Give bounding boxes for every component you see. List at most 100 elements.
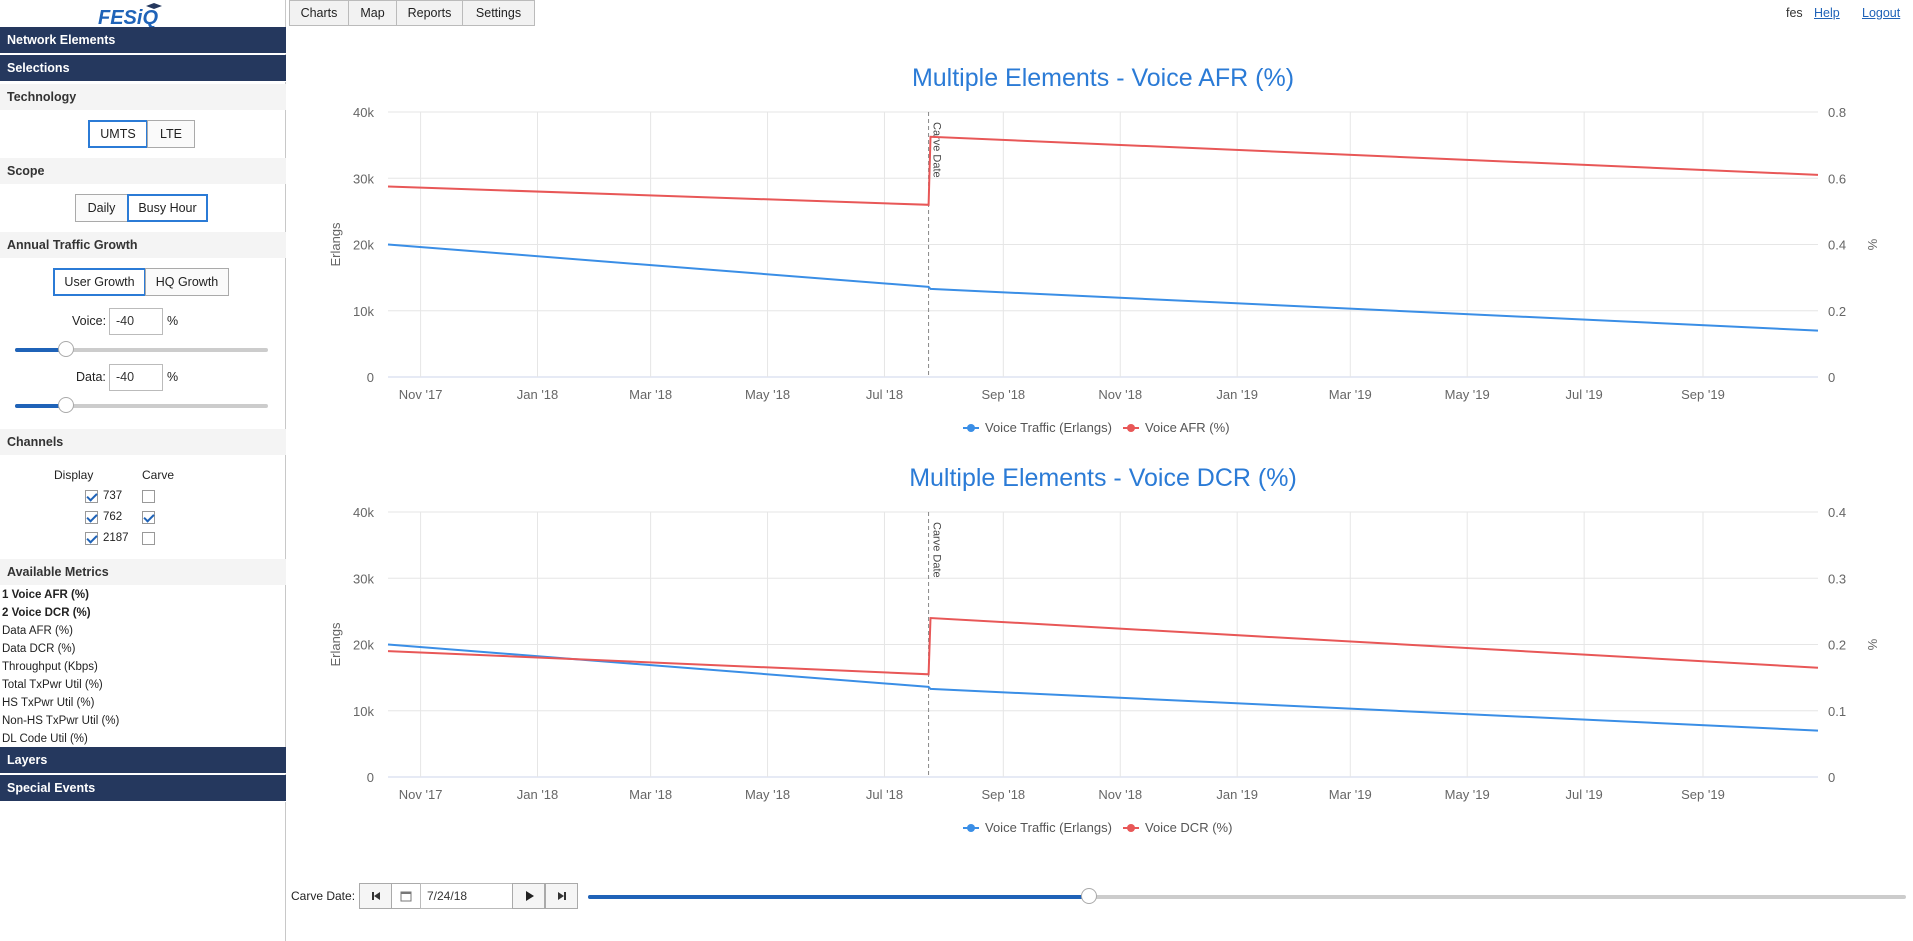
play-button[interactable] <box>512 883 545 909</box>
username: fes <box>1786 6 1803 20</box>
x-tick-label: Jul '19 <box>1566 387 1603 402</box>
voice-growth-slider-fill <box>15 348 66 352</box>
metric-item[interactable]: HS TxPwr Util (%) <box>2 697 95 709</box>
selections-panel[interactable]: Selections <box>0 55 286 82</box>
y-left-tick-label: 0 <box>367 770 374 785</box>
busy-hour-button[interactable]: Busy Hour <box>127 194 208 222</box>
fesiq-logo: FESiQ <box>98 3 162 28</box>
metric-item[interactable]: Data DCR (%) <box>2 643 76 655</box>
metric-item[interactable]: Total TxPwr Util (%) <box>2 679 103 691</box>
x-tick-label: Mar '18 <box>629 387 672 402</box>
x-tick-label: May '19 <box>1445 387 1490 402</box>
metric-item[interactable]: Data AFR (%) <box>2 625 73 637</box>
y-left-tick-label: 20k <box>353 638 374 653</box>
voice-growth-input[interactable]: -40 <box>109 308 163 335</box>
x-tick-label: Jan '18 <box>517 387 559 402</box>
metric-item[interactable]: 1 Voice AFR (%) <box>2 589 89 601</box>
layers-panel[interactable]: Layers <box>0 747 286 774</box>
x-tick-label: Nov '18 <box>1098 387 1142 402</box>
voice-growth-label: Voice: <box>72 314 107 328</box>
network-elements-panel[interactable]: Network Elements <box>0 27 286 54</box>
lte-button[interactable]: LTE <box>147 120 195 148</box>
metric-item[interactable]: Throughput (Kbps) <box>2 661 98 673</box>
hq-growth-button[interactable]: HQ Growth <box>145 268 229 296</box>
user-growth-button[interactable]: User Growth <box>53 268 146 296</box>
carve-date-input[interactable]: 7/24/18 <box>420 883 513 909</box>
x-tick-label: Sep '18 <box>981 787 1025 802</box>
data-growth-slider-handle[interactable] <box>57 397 74 413</box>
x-tick-label: Jul '19 <box>1566 787 1603 802</box>
channels-carve-header: Carve <box>142 468 175 482</box>
y-right-axis-label: % <box>1865 239 1880 251</box>
channels-display-header: Display <box>54 468 94 482</box>
help-link[interactable]: Help <box>1814 6 1840 20</box>
carve-date-annotation: Carve Date <box>931 522 943 578</box>
voice-dcr-chart: Multiple Elements - Voice DCR (%) 0 10k 20k… <box>328 464 1880 835</box>
carve-date-slider[interactable] <box>588 888 1906 904</box>
y-left-tick-label: 0 <box>367 370 374 385</box>
metric-item[interactable]: 2 Voice DCR (%) <box>2 607 91 619</box>
legend-marker <box>967 824 975 832</box>
x-tick-label: Nov '17 <box>399 387 443 402</box>
x-tick-label: Mar '19 <box>1329 387 1372 402</box>
channel-737-carve-checkbox[interactable] <box>142 490 155 503</box>
legend-item: Voice Traffic (Erlangs) <box>985 820 1112 835</box>
channel-737-display-checkbox[interactable] <box>85 490 98 503</box>
channel-762-carve-checkbox[interactable] <box>142 511 155 524</box>
x-tick-label: Jan '19 <box>1216 787 1258 802</box>
voice-growth-slider-handle[interactable] <box>57 341 74 357</box>
first-date-button[interactable] <box>359 883 392 909</box>
daily-button[interactable]: Daily <box>75 194 128 222</box>
y-left-tick-label: 20k <box>353 238 374 253</box>
x-tick-label: May '19 <box>1445 787 1490 802</box>
data-growth-slider[interactable] <box>15 397 268 413</box>
skip-forward-icon <box>557 892 566 900</box>
y-left-tick-label: 30k <box>353 171 374 186</box>
data-growth-input[interactable]: -40 <box>109 364 163 391</box>
chart-title: Multiple Elements - Voice DCR (%) <box>909 464 1297 492</box>
metric-item[interactable]: Non-HS TxPwr Util (%) <box>2 715 120 727</box>
channel-2187-label: 2187 <box>103 532 129 544</box>
logout-link[interactable]: Logout <box>1862 6 1901 20</box>
y-right-tick-label: 0.6 <box>1828 171 1846 186</box>
legend-item: Voice Traffic (Erlangs) <box>985 420 1112 435</box>
tab-settings[interactable]: Settings <box>462 0 535 26</box>
legend-marker <box>1127 824 1135 832</box>
channel-762-display-checkbox[interactable] <box>85 511 98 524</box>
annual-traffic-growth-heading: Annual Traffic Growth <box>0 232 286 258</box>
y-right-tick-label: 0.4 <box>1828 238 1846 253</box>
x-tick-label: Jan '19 <box>1216 387 1258 402</box>
legend-marker <box>1127 424 1135 432</box>
voice-growth-slider[interactable] <box>15 341 268 357</box>
x-tick-label: Jan '18 <box>517 787 559 802</box>
y-right-tick-label: 0 <box>1828 370 1835 385</box>
series-line-traffic <box>387 643 1819 732</box>
metric-item[interactable]: DL Code Util (%) <box>2 733 88 745</box>
sidebar: FESiQ Network Elements Selections Techno… <box>0 0 286 941</box>
calendar-icon <box>400 891 412 902</box>
y-left-tick-label: 40k <box>353 105 374 120</box>
legend-item: Voice AFR (%) <box>1145 420 1230 435</box>
chart-title: Multiple Elements - Voice AFR (%) <box>912 64 1294 92</box>
channel-2187-carve-checkbox[interactable] <box>142 532 155 545</box>
data-growth-label: Data: <box>76 370 106 384</box>
last-date-button[interactable] <box>545 883 578 909</box>
umts-button[interactable]: UMTS <box>88 120 148 148</box>
tab-map[interactable]: Map <box>348 0 397 26</box>
carve-date-slider-handle[interactable] <box>1080 888 1097 904</box>
special-events-panel[interactable]: Special Events <box>0 775 286 802</box>
calendar-button[interactable] <box>391 883 421 909</box>
x-tick-label: Jul '18 <box>866 787 903 802</box>
tab-reports[interactable]: Reports <box>396 0 463 26</box>
voice-growth-unit: % <box>167 314 179 328</box>
x-tick-label: Sep '19 <box>1681 387 1725 402</box>
tab-charts[interactable]: Charts <box>289 0 349 26</box>
y-right-tick-label: 0.3 <box>1828 571 1846 586</box>
voice-afr-chart: Multiple Elements - Voice AFR (%) 0 10k 20k… <box>328 64 1880 435</box>
y-left-tick-label: 30k <box>353 571 374 586</box>
data-growth-slider-fill <box>15 404 66 408</box>
channel-2187-display-checkbox[interactable] <box>85 532 98 545</box>
available-metrics-heading: Available Metrics <box>0 559 286 585</box>
y-right-tick-label: 0.1 <box>1828 704 1846 719</box>
play-icon <box>525 891 534 901</box>
